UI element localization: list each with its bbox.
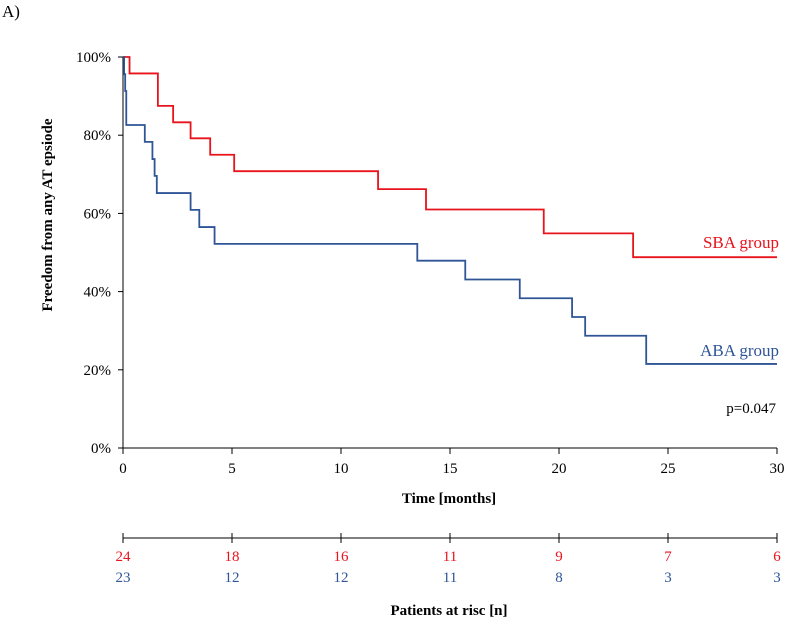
- y-axis-title: Freedom from any AT epsiode: [40, 118, 56, 311]
- y-tick-label: 100%: [76, 50, 111, 66]
- x-tick-label: 5: [228, 461, 236, 477]
- sba-at-risk-count: 18: [225, 549, 240, 565]
- x-tick-label: 10: [334, 461, 349, 477]
- sba-at-risk-count: 6: [773, 549, 781, 565]
- y-tick-label: 40%: [84, 285, 112, 301]
- x-tick-label: 0: [119, 461, 127, 477]
- risk-table-title: Patients at risc [n]: [390, 603, 507, 619]
- sba-at-risk-count: 9: [555, 549, 563, 565]
- aba-at-risk-count: 3: [773, 570, 781, 586]
- aba-at-risk-count: 8: [555, 570, 563, 586]
- x-tick-label: 30: [770, 461, 785, 477]
- aba-at-risk-count: 3: [664, 570, 672, 586]
- sba-series-label: SBA group: [703, 233, 779, 252]
- sba-survival-curve: [123, 56, 777, 259]
- x-tick-label: 15: [443, 461, 458, 477]
- y-tick-label: 60%: [84, 206, 112, 222]
- sba-at-risk-count: 24: [116, 549, 132, 565]
- aba-at-risk-count: 12: [225, 570, 240, 586]
- p-value-annotation: p=0.047: [726, 401, 776, 417]
- y-tick-label: 0%: [91, 441, 111, 457]
- aba-at-risk-count: 12: [334, 570, 349, 586]
- x-axis-title: Time [months]: [402, 491, 496, 507]
- aba-survival-curve: [123, 56, 777, 365]
- aba-at-risk-count: 11: [443, 570, 457, 586]
- aba-series-label: ABA group: [700, 341, 779, 360]
- panel-label: A): [2, 2, 20, 21]
- sba-at-risk-count: 7: [664, 549, 672, 565]
- y-tick-label: 20%: [84, 363, 112, 379]
- sba-at-risk-count: 11: [443, 549, 457, 565]
- sba-at-risk-count: 16: [334, 549, 350, 565]
- x-tick-label: 20: [552, 461, 567, 477]
- y-tick-label: 80%: [84, 128, 112, 144]
- x-tick-label: 25: [661, 461, 676, 477]
- aba-at-risk-count: 23: [116, 570, 131, 586]
